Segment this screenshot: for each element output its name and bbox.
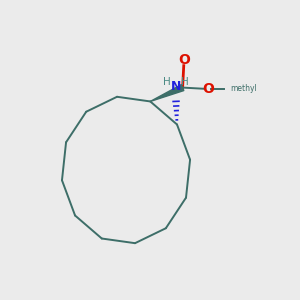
Polygon shape [150, 85, 184, 101]
Text: H: H [163, 77, 170, 87]
Text: O: O [202, 82, 214, 96]
Text: N: N [171, 80, 181, 93]
Text: methyl: methyl [230, 84, 257, 93]
Text: O: O [178, 53, 190, 67]
Text: H: H [181, 77, 189, 87]
